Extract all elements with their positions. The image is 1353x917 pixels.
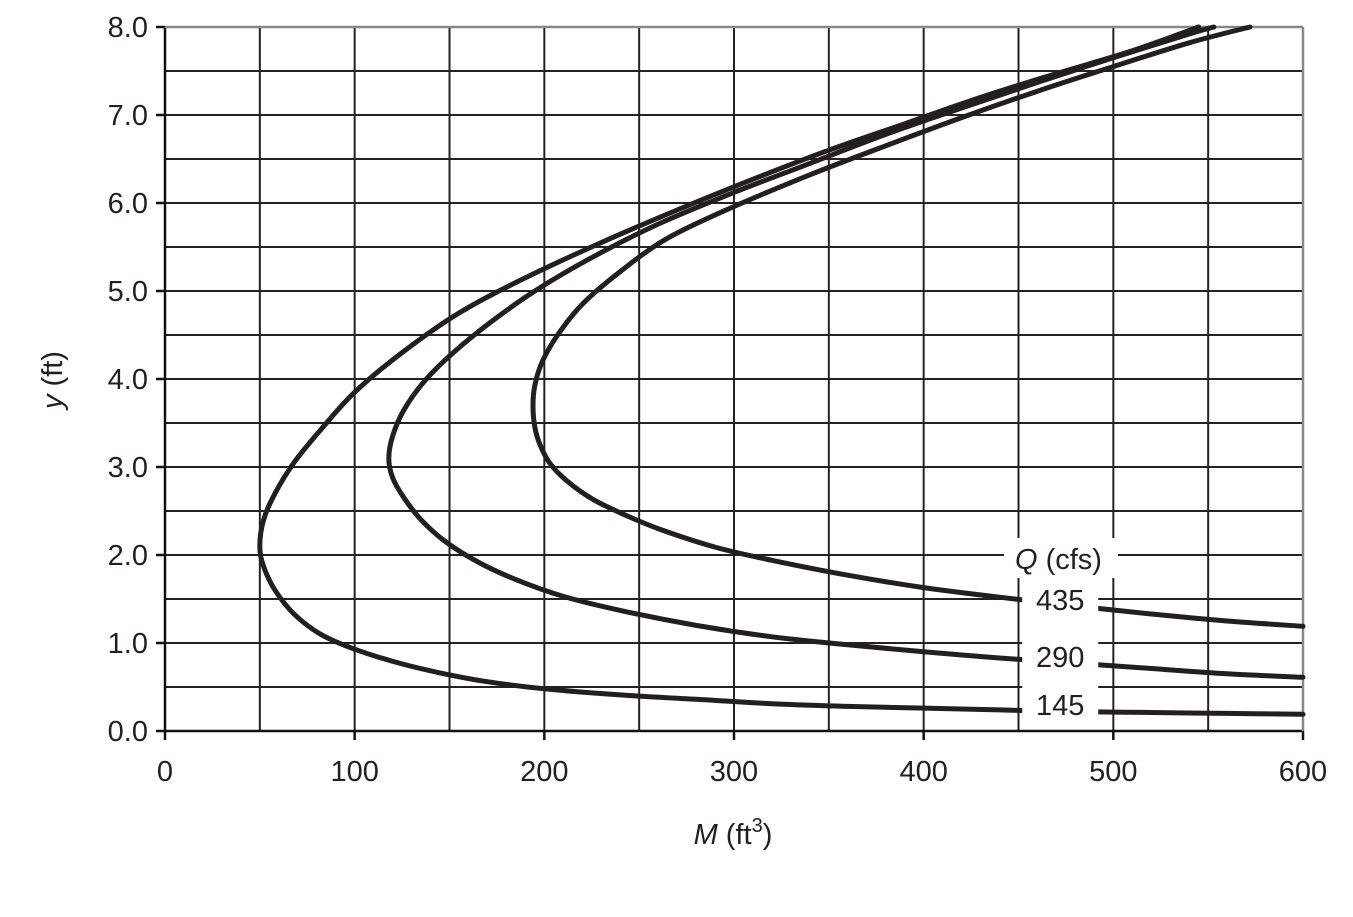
series-label-435: 435 [1036,585,1084,617]
x-tick-label: 600 [1279,756,1327,788]
y-tick-label: 5.0 [108,276,148,308]
y-tick-label: 4.0 [108,364,148,396]
y-tick-label: 3.0 [108,452,148,484]
x-tick-label: 500 [1089,756,1137,788]
series-label-145: 145 [1036,690,1084,722]
y-tick-label: 8.0 [108,12,148,44]
x-tick-labels: 0 100 200 300 400 500 600 [157,731,1327,788]
series-group: 435 290 145 [257,24,1306,723]
grid-lines [165,27,1303,731]
series-line-435 [530,24,1306,629]
legend-title-background [1004,538,1118,578]
y-tick-label: 2.0 [108,540,148,572]
series-label-290: 290 [1036,642,1084,674]
x-axis-label: M (ft3) [694,815,773,851]
y-tick-label: 0.0 [108,716,148,748]
x-tick-label: 100 [330,756,378,788]
series-line-290 [386,24,1306,680]
x-tick-label: 200 [520,756,568,788]
x-tick-label: 0 [157,756,173,788]
series-label-background-435 [1022,578,1099,619]
series-label-background-290 [1022,635,1099,676]
series-line-145 [257,24,1306,717]
y-tick-labels: 0.0 1.0 2.0 3.0 4.0 5.0 6.0 7.0 8.0 [108,12,165,748]
y-tick-label: 6.0 [108,188,148,220]
y-tick-label: 1.0 [108,628,148,660]
legend-title: Q (cfs) [1015,544,1102,576]
x-tick-label: 400 [899,756,947,788]
x-tick-label: 300 [710,756,758,788]
y-axis-label: y(ft) [37,351,69,411]
y-tick-label: 7.0 [108,100,148,132]
series-label-background-145 [1022,682,1099,723]
